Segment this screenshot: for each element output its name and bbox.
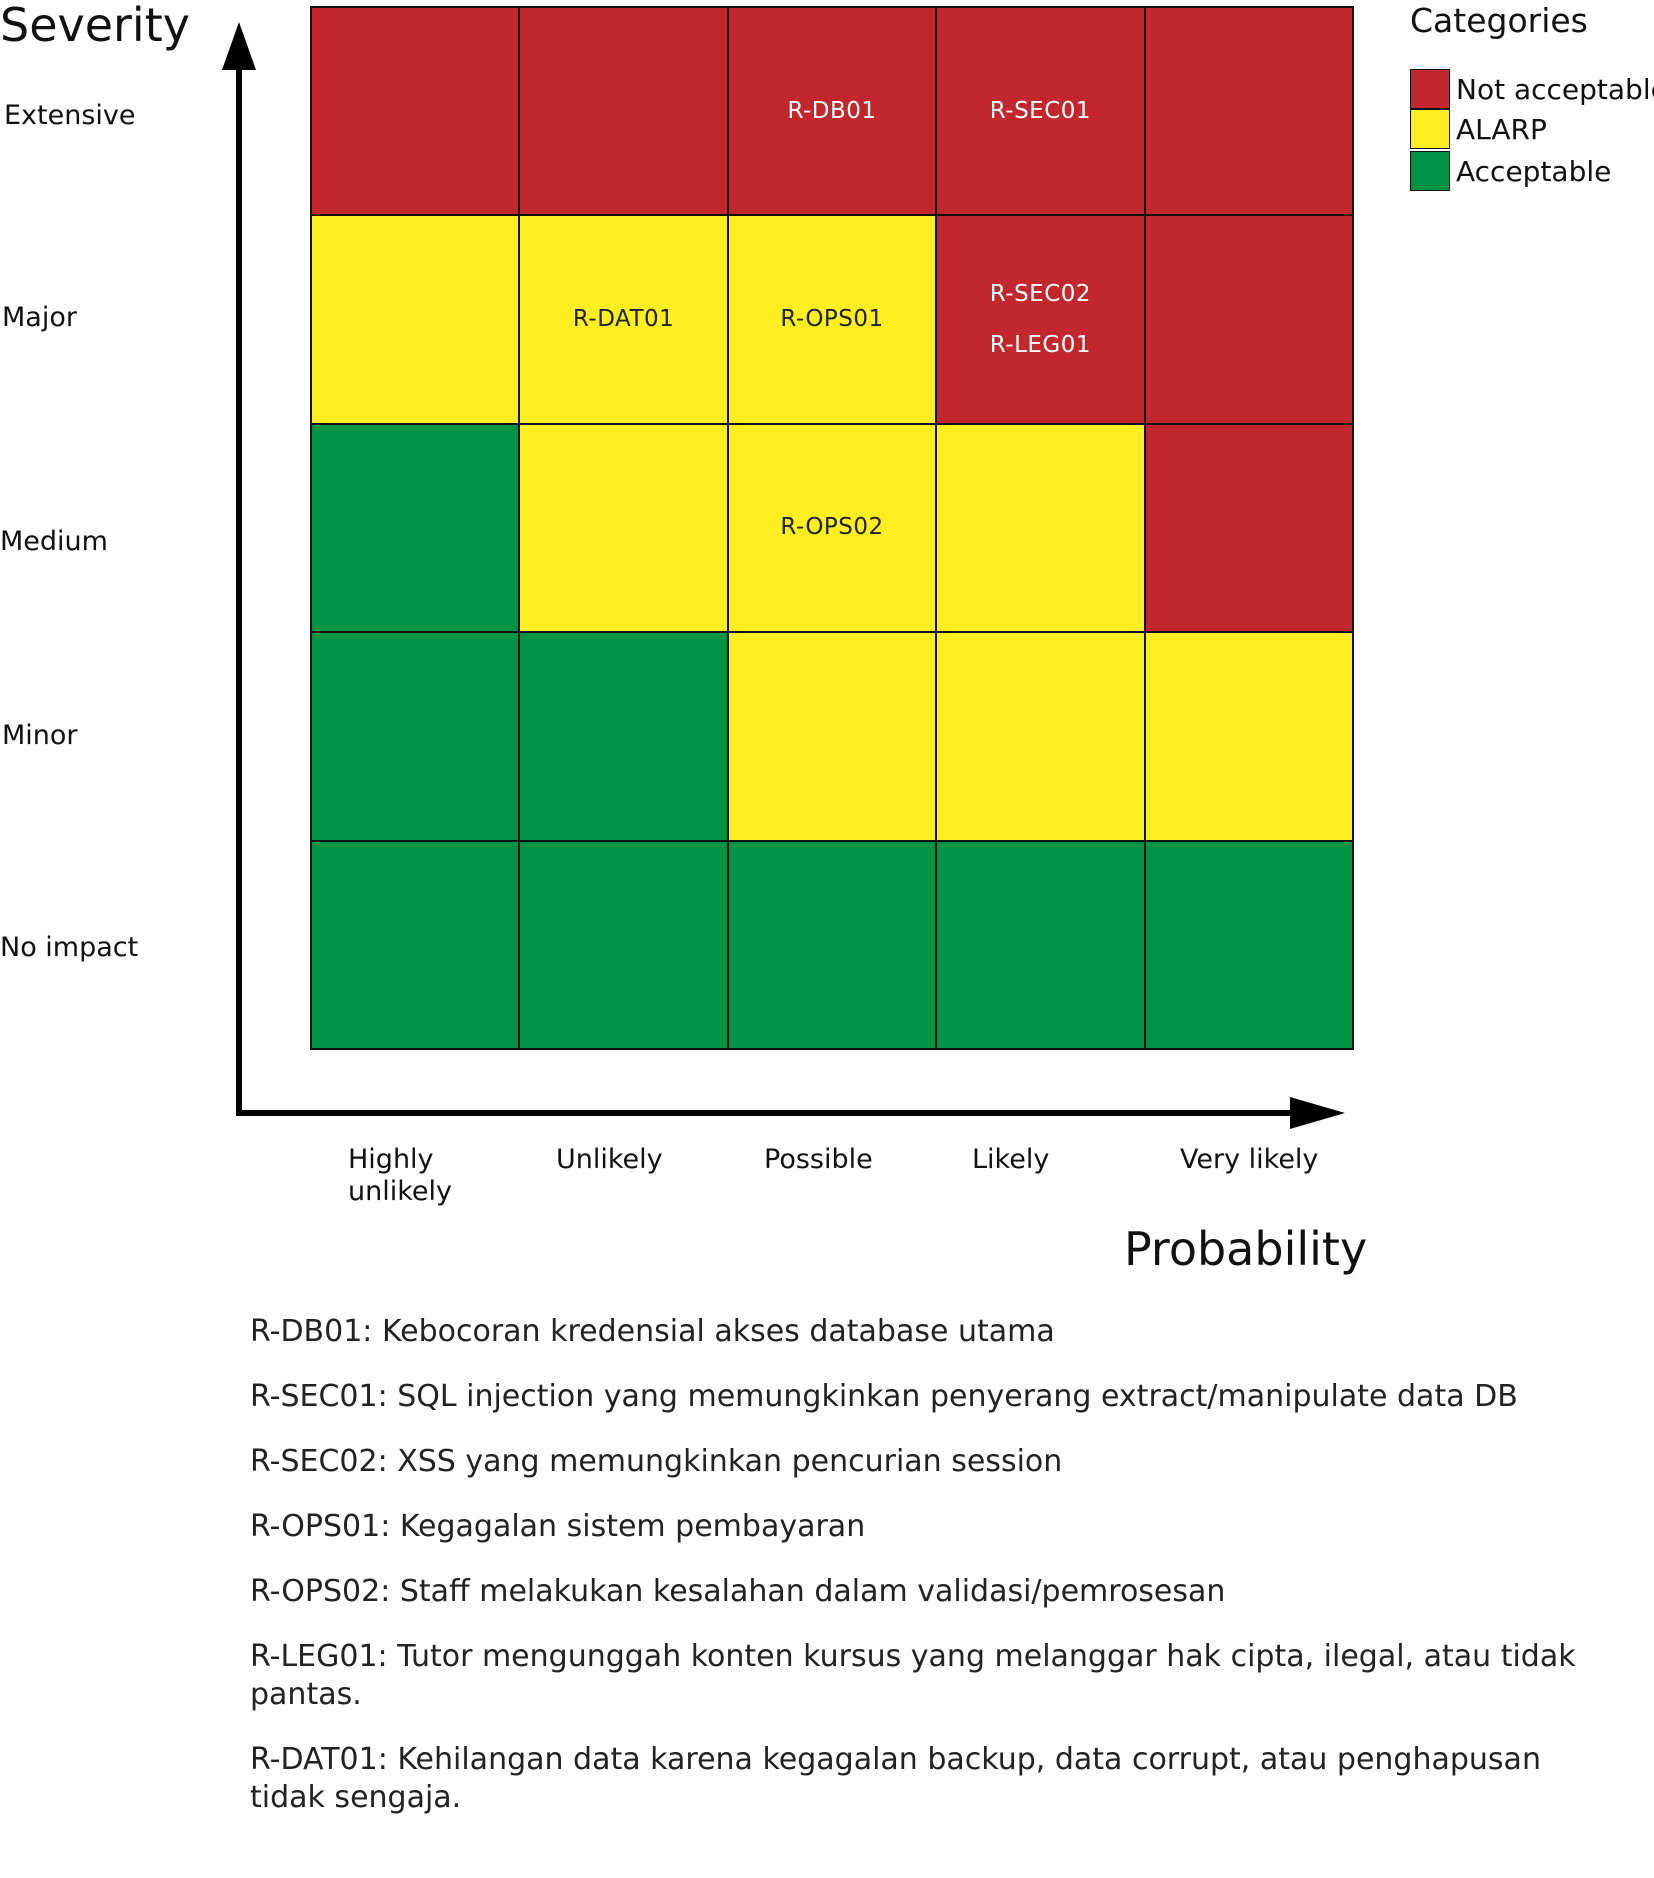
matrix-cell bbox=[311, 423, 520, 633]
risk-description-ops02: R-OPS02: Staff melakukan kesalahan dalam… bbox=[250, 1574, 1226, 1609]
severity-label-extensive: Extensive bbox=[4, 100, 136, 131]
severity-label-major: Major bbox=[2, 302, 77, 333]
x-axis-arrowhead bbox=[1290, 1097, 1345, 1129]
legend-swatch-not-acceptable bbox=[1410, 69, 1450, 109]
probability-label-likely: Likely bbox=[972, 1144, 1050, 1175]
matrix-cell bbox=[1144, 632, 1353, 841]
probability-label-possible: Possible bbox=[764, 1144, 873, 1175]
risk-matrix: R-DB01 R-SEC01 R-DAT01 R-OPS01 R-SEC02 R-LEG0… bbox=[310, 6, 1354, 1050]
risk-description-sec01: R-SEC01: SQL injection yang memungkinkan… bbox=[250, 1379, 1518, 1414]
legend-item-not-acceptable: Not acceptable bbox=[1410, 68, 1654, 110]
matrix-cell: R-OPS01 bbox=[727, 215, 937, 424]
legend-label-alarp: ALARP bbox=[1456, 112, 1547, 146]
matrix-cell bbox=[1144, 215, 1353, 424]
severity-label-no-impact: No impact bbox=[0, 932, 139, 963]
y-axis-arrowhead bbox=[222, 22, 256, 70]
risk-tag: R-OPS01 bbox=[780, 306, 884, 333]
risk-description-ops01: R-OPS01: Kegagalan sistem pembayaran bbox=[250, 1509, 866, 1544]
matrix-cell bbox=[311, 7, 520, 216]
probability-label-unlikely: Unlikely bbox=[556, 1144, 663, 1175]
matrix-cell: R-OPS02 bbox=[727, 423, 937, 633]
matrix-cell: R-SEC02 R-LEG01 bbox=[936, 215, 1145, 424]
risk-tag: R-SEC01 bbox=[989, 97, 1092, 124]
risk-description-list: R-DB01: Kebocoran kredensial akses datab… bbox=[250, 1313, 1580, 1844]
matrix-cell bbox=[727, 632, 937, 841]
risk-description-db01: R-DB01: Kebocoran kredensial akses datab… bbox=[250, 1314, 1055, 1349]
matrix-cell: R-SEC01 bbox=[936, 7, 1145, 216]
matrix-cell bbox=[936, 423, 1145, 633]
legend-swatch-alarp bbox=[1410, 109, 1450, 149]
risk-tag: R-SEC02 bbox=[989, 280, 1092, 307]
severity-axis-title: Severity bbox=[0, 0, 190, 52]
risk-tag: R-LEG01 bbox=[989, 331, 1092, 358]
matrix-cell bbox=[519, 840, 728, 1049]
matrix-cell bbox=[1144, 840, 1353, 1049]
matrix-cell bbox=[311, 840, 520, 1049]
legend-title: Categories bbox=[1410, 1, 1588, 40]
risk-tag: R-DAT01 bbox=[572, 306, 675, 333]
matrix-cell bbox=[519, 423, 728, 633]
severity-label-minor: Minor bbox=[2, 720, 78, 751]
matrix-cell bbox=[311, 632, 520, 841]
matrix-cell bbox=[311, 215, 520, 424]
matrix-cell bbox=[936, 840, 1145, 1049]
matrix-cell bbox=[519, 632, 728, 841]
matrix-cell bbox=[1144, 7, 1353, 216]
risk-description-sec02: R-SEC02: XSS yang memungkinkan pencurian… bbox=[250, 1444, 1063, 1479]
risk-tag: R-OPS02 bbox=[780, 514, 884, 541]
legend-item-alarp: ALARP bbox=[1410, 108, 1547, 150]
legend-label-not-acceptable: Not acceptable bbox=[1456, 72, 1654, 106]
matrix-cell bbox=[519, 7, 728, 216]
axes-arrows bbox=[222, 22, 1345, 1129]
risk-description-leg01: R-LEG01: Tutor mengunggah konten kursus … bbox=[250, 1639, 1576, 1712]
matrix-cell bbox=[1144, 423, 1353, 633]
legend-swatch-acceptable bbox=[1410, 151, 1450, 191]
matrix-cell: R-DB01 bbox=[727, 7, 937, 216]
risk-tag: R-DB01 bbox=[787, 97, 877, 124]
legend-label-acceptable: Acceptable bbox=[1456, 154, 1612, 188]
matrix-cell: R-DAT01 bbox=[519, 215, 728, 424]
legend-item-acceptable: Acceptable bbox=[1410, 150, 1611, 192]
matrix-cell bbox=[727, 840, 937, 1049]
probability-label-very-likely: Very likely bbox=[1180, 1144, 1319, 1175]
probability-axis-title: Probability bbox=[1124, 1222, 1368, 1276]
severity-label-medium: Medium bbox=[0, 526, 108, 557]
risk-description-dat01: R-DAT01: Kehilangan data karena kegagala… bbox=[250, 1742, 1541, 1815]
matrix-cell bbox=[936, 632, 1145, 841]
probability-label-highly-unlikely: Highly unlikely bbox=[348, 1144, 452, 1208]
